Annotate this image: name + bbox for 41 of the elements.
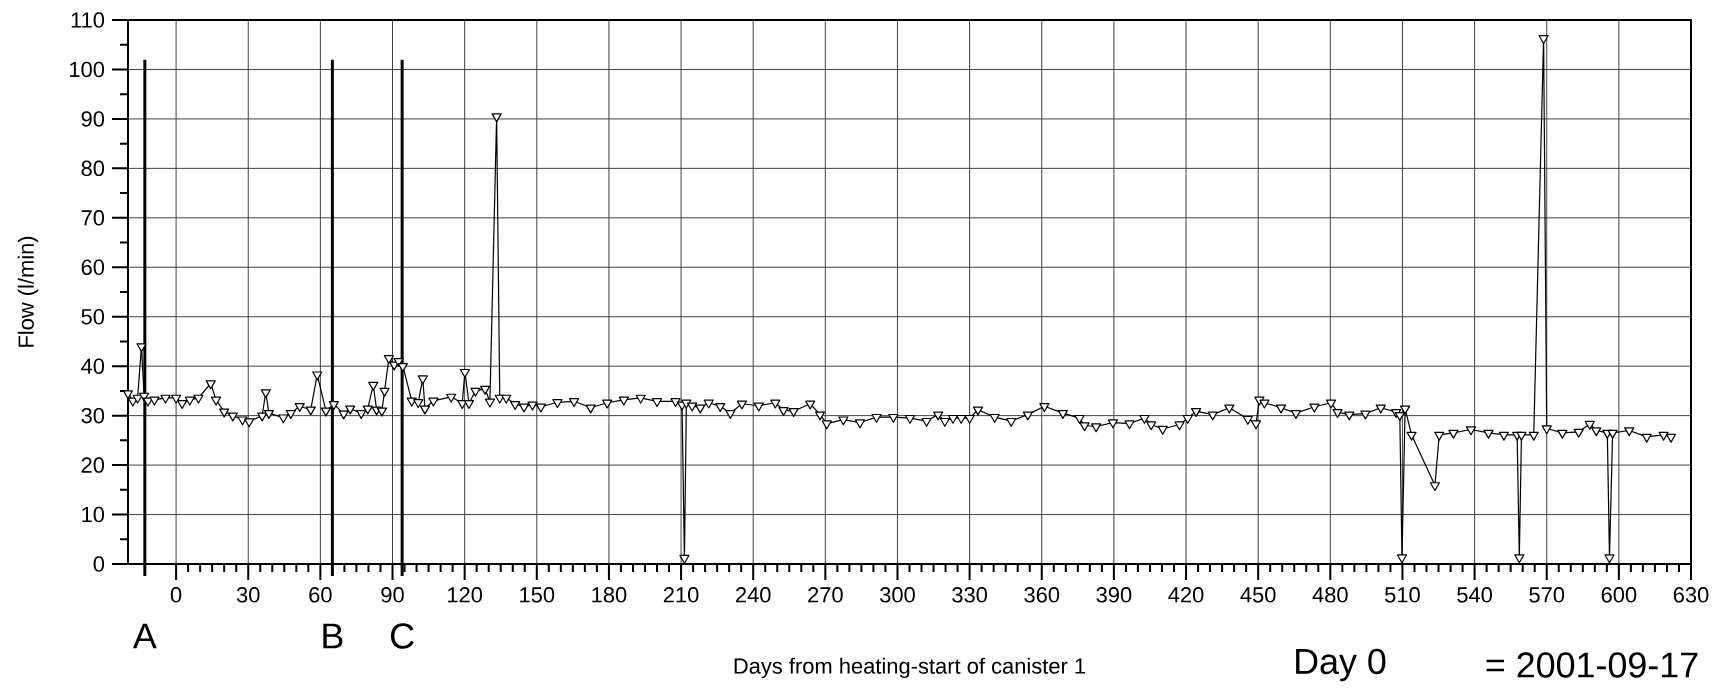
x-tick-label: 630 <box>1673 587 1709 603</box>
x-tick-label: 120 <box>448 587 483 603</box>
x-tick-label: 390 <box>1096 587 1132 603</box>
x-tick-label: 30 <box>236 587 260 603</box>
text: Day 0 <box>1296 648 1386 682</box>
text: = 2001-09-17 <box>1486 652 1698 678</box>
x-tick-label: 360 <box>1024 587 1060 603</box>
x-tick-label: 330 <box>952 587 988 603</box>
x-tick-label: 90 <box>381 587 404 603</box>
y-tick-label: 110 <box>71 12 105 28</box>
y-tick-label: 80 <box>81 160 105 177</box>
x-tick-label: 450 <box>1240 587 1276 603</box>
x-tick-label: 210 <box>663 587 699 603</box>
y-tick-label: 50 <box>81 308 105 325</box>
x-tick-label: 180 <box>592 587 627 603</box>
y-axis-title: Flow (l/min) <box>17 236 39 347</box>
ref-line-label: A <box>132 623 157 649</box>
x-tick-label: 480 <box>1312 587 1348 603</box>
x-tick-label: 300 <box>880 587 915 603</box>
x-tick-label: 150 <box>520 587 555 603</box>
x-tick-label: 270 <box>808 587 843 603</box>
x-tick-label: 570 <box>1529 587 1565 603</box>
x-tick-label: 0 <box>170 587 182 603</box>
y-tick-label: 90 <box>81 111 105 127</box>
x-axis-title: Days from heating-start of canister 1 <box>734 657 1086 679</box>
y-tick-label: 60 <box>81 259 105 276</box>
y-tick-label: 100 <box>70 61 105 78</box>
x-tick-label: 240 <box>736 587 771 603</box>
y-tick-label: 10 <box>82 506 105 523</box>
ref-line-label: B <box>323 623 343 649</box>
y-tick-label: 30 <box>81 407 105 424</box>
x-tick-label: 510 <box>1385 587 1420 603</box>
y-tick-label: 0 <box>93 556 105 572</box>
ref-line-label: C <box>390 623 414 649</box>
x-tick-label: 420 <box>1168 587 1204 603</box>
x-tick-label: 540 <box>1457 587 1492 603</box>
y-tick-label: 20 <box>81 457 105 473</box>
x-tick-label: 60 <box>309 587 332 603</box>
y-tick-label: 40 <box>81 358 105 374</box>
x-tick-label: 600 <box>1601 587 1637 603</box>
y-tick-label: 70 <box>81 210 105 226</box>
